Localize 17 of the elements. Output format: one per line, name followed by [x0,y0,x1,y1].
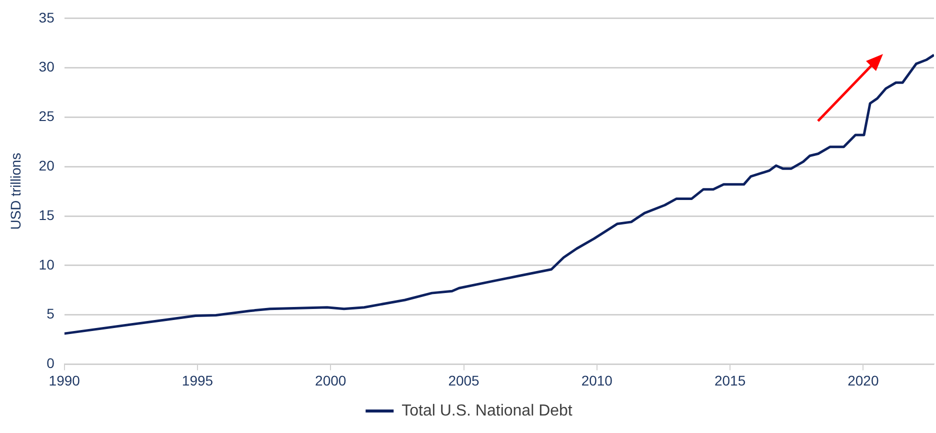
x-tick-label: 2015 [714,372,746,388]
x-tick-label: 2000 [315,372,346,388]
y-tick-label: 30 [38,58,55,75]
x-tick-label: 1995 [182,372,214,388]
y-tick-label: 0 [46,355,55,372]
x-tick-label: 2020 [848,372,879,388]
y-tick-label: 35 [38,9,55,26]
y-tick-label: 10 [38,256,55,272]
y-tick-label: 20 [38,157,55,174]
y-tick-label: 25 [38,108,55,124]
y-axis-title: USD trillions [7,152,24,230]
y-tick-label: 15 [38,206,55,223]
x-tick-label: 1990 [48,372,80,388]
legend-label: Total U.S. National Debt [402,402,573,420]
y-tick-label: 5 [46,306,55,322]
x-tick-label: 2005 [448,372,480,388]
x-tick-label: 2010 [581,372,613,388]
